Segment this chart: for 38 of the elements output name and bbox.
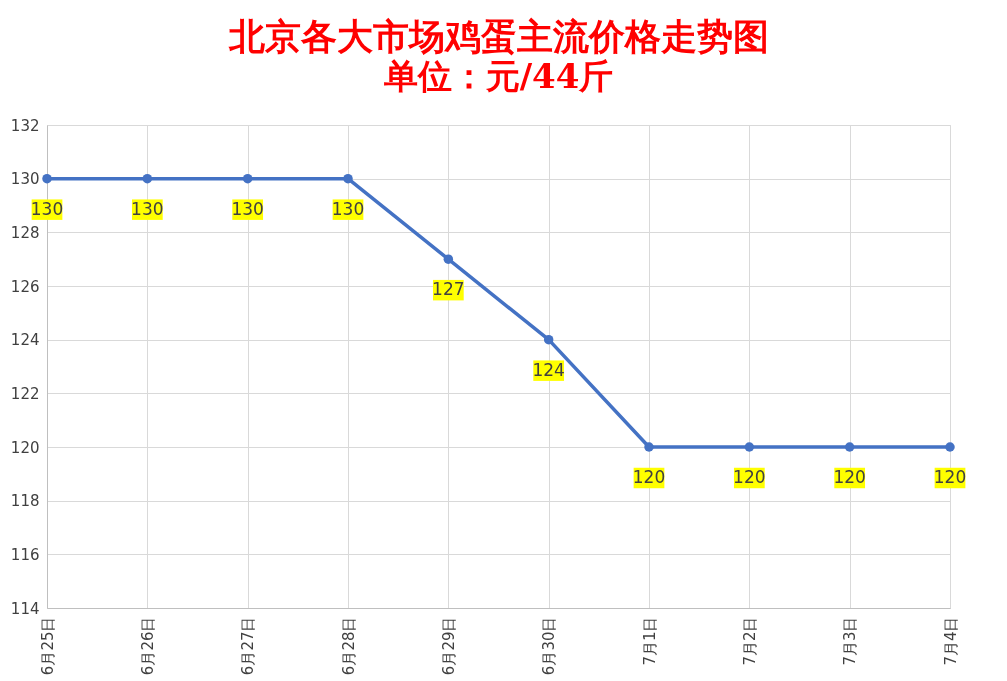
- point: [142, 173, 153, 184]
- point: [945, 442, 955, 452]
- point: [42, 173, 52, 184]
- data-label: 120: [833, 467, 866, 487]
- y-tick-label: 132: [10, 116, 40, 135]
- data-label: 120: [733, 467, 766, 487]
- y-tick-label: 130: [10, 170, 40, 189]
- data-label: 127: [432, 279, 465, 300]
- x-tick-label: 6月26日: [138, 616, 157, 676]
- point: [343, 173, 353, 184]
- x-tick-label: 6月29日: [439, 616, 458, 676]
- y-tick-label: 122: [10, 384, 40, 403]
- y-tick-label: 118: [10, 492, 40, 511]
- data-label: 124: [532, 359, 565, 380]
- y-tick-label: 116: [10, 545, 40, 564]
- x-tick-label: 6月28日: [339, 616, 358, 676]
- y-tick-label: 114: [10, 599, 40, 618]
- point: [644, 442, 654, 452]
- x-tick-label: 7月3日: [841, 616, 860, 666]
- y-tick-label: 124: [10, 331, 40, 350]
- point: [744, 442, 755, 452]
- y-tick-label: 126: [10, 277, 40, 296]
- point: [844, 442, 855, 452]
- x-tick-label: 6月30日: [540, 616, 559, 676]
- point: [242, 173, 253, 184]
- y-tick-label: 120: [10, 438, 40, 457]
- x-tick-label: 7月2日: [740, 616, 759, 666]
- y-tick-label: 128: [10, 223, 40, 242]
- chart-title: 北京各大市场鸡蛋主流价格走势图: [227, 15, 769, 57]
- point: [443, 254, 454, 264]
- x-tick-label: 6月25日: [38, 616, 57, 676]
- x-tick-label: 6月27日: [239, 616, 258, 676]
- x-tick-label: 7月1日: [640, 616, 659, 666]
- chart-subtitle: 单位：元/44斤: [382, 56, 614, 96]
- data-label: 130: [231, 198, 264, 219]
- point: [543, 334, 554, 345]
- x-tick-label: 7月4日: [941, 616, 960, 666]
- data-label: 130: [131, 198, 164, 219]
